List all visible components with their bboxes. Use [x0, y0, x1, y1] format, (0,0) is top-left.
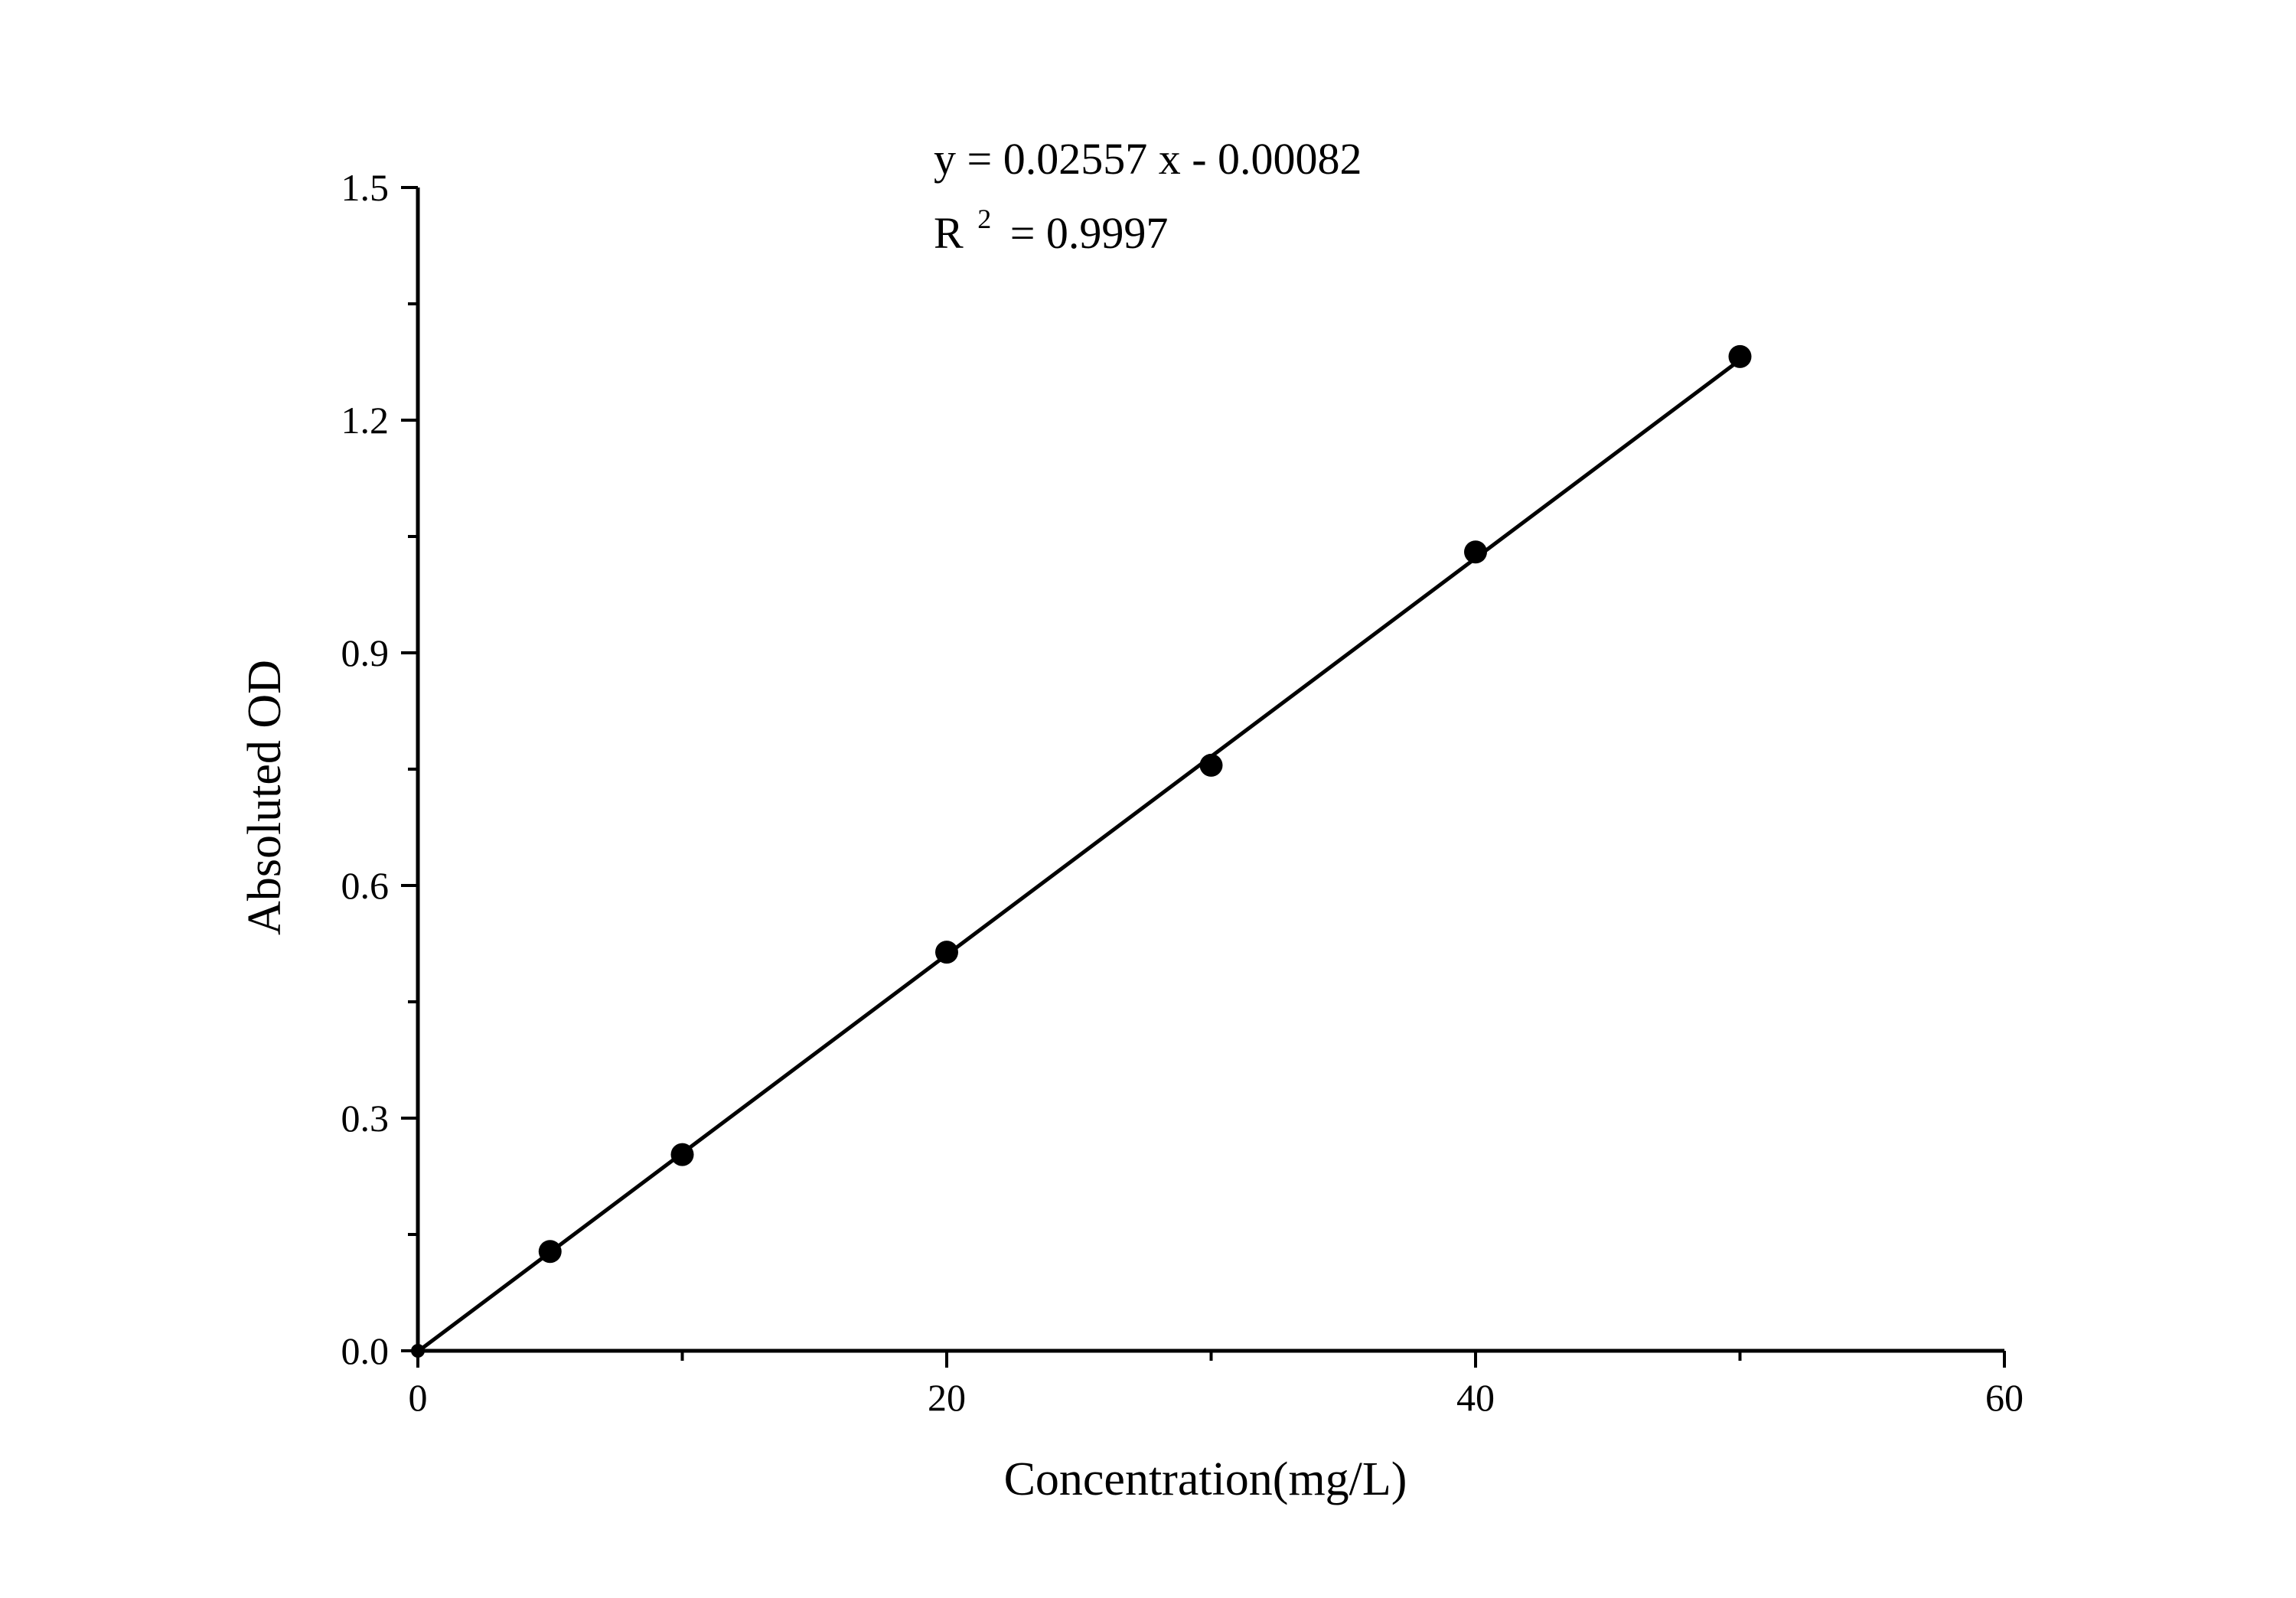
data-point	[1728, 344, 1752, 368]
y-tick-label: 0.9	[341, 631, 390, 674]
y-tick-label: 1.5	[341, 166, 390, 209]
data-point	[670, 1143, 694, 1166]
fit-line	[416, 358, 1741, 1353]
data-point	[538, 1240, 562, 1264]
y-axis-label: Absoluted OD	[239, 660, 291, 935]
data-point	[411, 1344, 425, 1358]
x-tick-label: 40	[1456, 1376, 1495, 1419]
equation-annotation: y = 0.02557 x - 0.00082	[934, 134, 1362, 184]
tick-labels: 0 20 40 60 0.0 0.3 0.6 0.9 1.2 1.5	[341, 166, 2024, 1419]
r-squared-base: R	[934, 208, 964, 258]
data-point	[1199, 753, 1223, 777]
r-squared-annotation: R 2 = 0.9997	[934, 188, 1168, 258]
data-point	[935, 941, 958, 964]
r-squared-exponent: 2	[977, 204, 991, 234]
x-tick-label: 0	[409, 1376, 428, 1419]
r-squared-value: = 0.9997	[1010, 208, 1169, 258]
x-tick-label: 20	[928, 1376, 966, 1419]
x-axis-label: Concentration(mg/L)	[1004, 1453, 1407, 1505]
y-tick-label: 0.6	[341, 864, 390, 907]
fit-line-group	[416, 358, 1741, 1353]
y-tick-label: 0.3	[341, 1097, 390, 1140]
data-points	[411, 344, 1752, 1358]
data-point	[1464, 540, 1487, 564]
y-tick-label: 1.2	[341, 399, 390, 442]
y-tick-label: 0.0	[341, 1329, 390, 1372]
x-tick-label: 60	[1985, 1376, 2024, 1419]
